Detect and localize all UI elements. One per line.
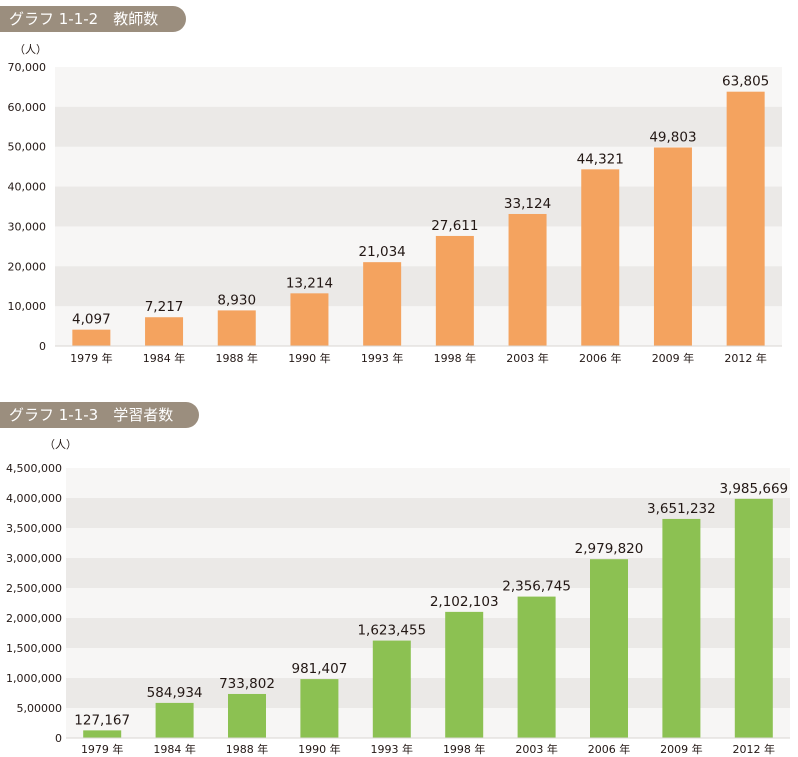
x-tick-label: 1979 年 <box>70 351 113 365</box>
bar <box>145 317 184 346</box>
bar <box>155 702 194 738</box>
x-tick-label: 2006 年 <box>579 351 622 365</box>
data-label: 44,321 <box>577 151 624 167</box>
data-label: 13,214 <box>286 275 333 291</box>
x-tick-label: 1984 年 <box>153 742 196 756</box>
y-tick-label: 2,500,000 <box>6 582 62 595</box>
y-tick-label: 1,500,000 <box>6 642 62 655</box>
y-axis-unit-label: （人） <box>14 43 47 56</box>
y-tick-label: 20,000 <box>8 260 47 273</box>
x-tick-label: 1993 年 <box>361 351 404 365</box>
bar <box>726 91 765 346</box>
y-tick-label: 4,500,000 <box>6 462 62 475</box>
y-tick-label: 3,500,000 <box>6 522 62 535</box>
x-tick-label: 1993 年 <box>371 742 414 756</box>
data-label: 3,985,669 <box>719 481 788 497</box>
bar <box>72 329 111 346</box>
bar <box>581 169 620 346</box>
data-label: 2,102,103 <box>430 594 499 610</box>
data-label: 2,356,745 <box>502 579 571 595</box>
x-tick-label: 1998 年 <box>443 742 486 756</box>
data-label: 33,124 <box>504 196 551 212</box>
y-tick-label: 0 <box>39 340 46 353</box>
bar <box>228 693 266 738</box>
data-label: 981,407 <box>291 661 347 677</box>
bar <box>517 596 556 738</box>
x-tick-label: 2003 年 <box>506 351 549 365</box>
x-tick-label: 2003 年 <box>515 742 558 756</box>
x-tick-label: 1984 年 <box>143 351 186 365</box>
y-tick-label: 60,000 <box>8 101 47 114</box>
data-label: 1,623,455 <box>357 623 426 639</box>
data-label: 63,805 <box>722 74 769 90</box>
x-tick-label: 1990 年 <box>288 351 331 365</box>
bar <box>83 730 122 738</box>
x-tick-label: 1979 年 <box>81 742 124 756</box>
y-tick-label: 4,000,000 <box>6 492 62 505</box>
data-label: 8,930 <box>217 292 256 308</box>
data-label: 733,802 <box>219 676 275 692</box>
bar <box>653 147 692 346</box>
chart-title-badge: グラフ 1-1-2 教師数 <box>0 6 186 32</box>
learners-chart-section: グラフ 1-1-3 学習者数 （人） 0 5,00000 1,000,000 1,50… <box>0 398 798 757</box>
teachers-chart-section: グラフ 1-1-2 教師数 （人） 0 10,000 20,000 30,000 40,… <box>0 6 782 365</box>
bar <box>445 611 484 738</box>
x-tick-label: 1988 年 <box>216 351 259 365</box>
x-tick-label: 1990 年 <box>298 742 341 756</box>
bar <box>372 640 411 738</box>
y-tick-label: 0 <box>55 732 62 745</box>
teachers-bar-chart: 0 10,000 20,000 30,000 40,000 50,000 60,000 70,… <box>8 61 782 365</box>
x-tick-label: 2012 年 <box>733 742 776 756</box>
bar <box>290 293 329 346</box>
grid-band <box>55 106 782 147</box>
data-label: 49,803 <box>649 129 696 145</box>
learners-bar-chart: 0 5,00000 1,000,000 1,500,000 2,000,000 2,500… <box>6 462 790 756</box>
y-axis-unit-label: （人） <box>44 438 77 451</box>
y-tick-label: 70,000 <box>8 61 47 74</box>
bar <box>662 518 701 738</box>
x-tick-label: 1998 年 <box>434 351 477 365</box>
data-label: 4,097 <box>72 312 111 328</box>
bar <box>300 679 339 738</box>
x-tick-label: 2012 年 <box>724 351 767 365</box>
bar <box>217 310 256 346</box>
bar <box>435 235 474 346</box>
x-tick-label: 2006 年 <box>588 742 631 756</box>
bar <box>508 213 547 346</box>
data-label: 127,167 <box>74 712 130 728</box>
y-tick-label: 1,000,000 <box>6 672 62 685</box>
y-tick-label: 30,000 <box>8 220 47 233</box>
bar <box>590 559 628 738</box>
data-label: 21,034 <box>359 244 406 260</box>
y-tick-label: 40,000 <box>8 181 47 194</box>
y-tick-label: 10,000 <box>8 300 47 313</box>
bar <box>734 498 773 738</box>
bar <box>363 262 402 346</box>
data-label: 3,651,232 <box>647 501 716 517</box>
data-label: 584,934 <box>147 685 203 701</box>
data-label: 2,979,820 <box>575 541 644 557</box>
data-label: 7,217 <box>145 299 184 315</box>
x-tick-label: 1988 年 <box>226 742 269 756</box>
y-tick-label: 5,00000 <box>17 702 63 715</box>
y-tick-label: 2,000,000 <box>6 612 62 625</box>
y-tick-label: 50,000 <box>8 141 47 154</box>
data-label: 27,611 <box>431 218 478 234</box>
y-tick-label: 3,000,000 <box>6 552 62 565</box>
x-tick-label: 2009 年 <box>660 742 703 756</box>
x-tick-label: 2009 年 <box>652 351 695 365</box>
chart-title-badge: グラフ 1-1-3 学習者数 <box>0 402 199 428</box>
